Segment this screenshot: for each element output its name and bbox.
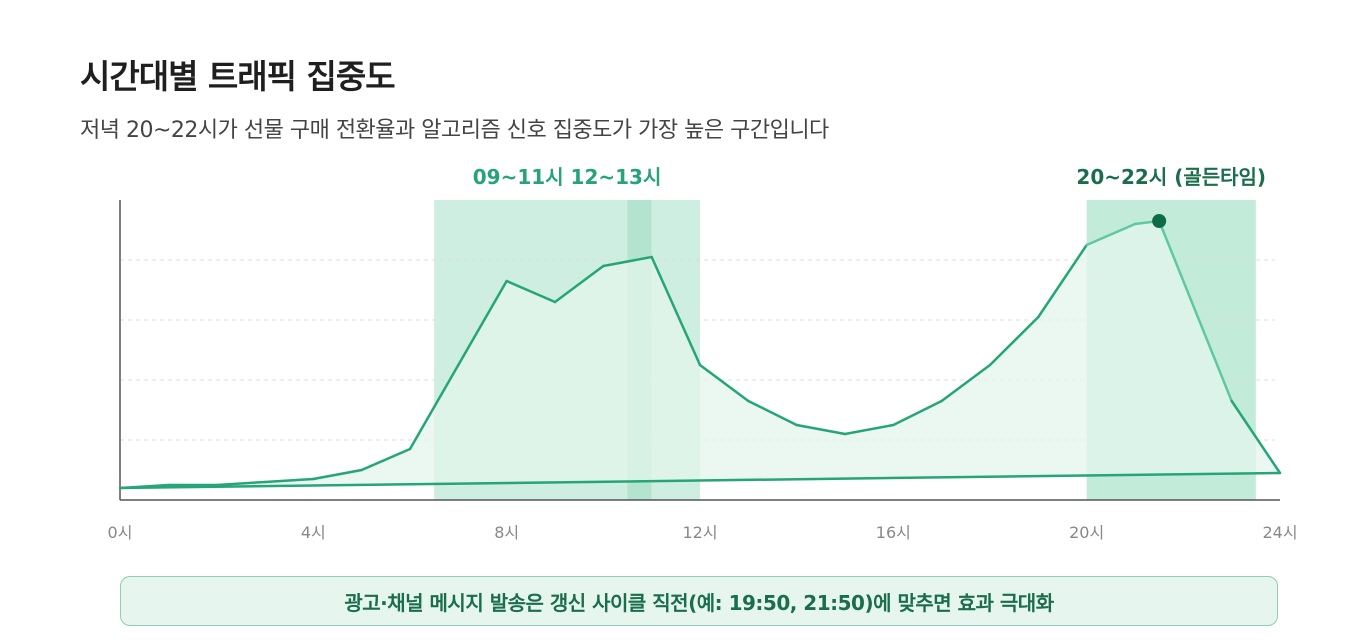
chart-subtitle: 저녁 20~22시가 선물 구매 전환율과 알고리즘 신호 집중도가 가장 높은…	[80, 118, 829, 143]
series-segment-10	[602, 255, 653, 268]
series-segment-20	[1085, 222, 1137, 247]
annotations: 09~11시 12~13시 20~22시 (골든타임)	[473, 165, 1266, 189]
annotation-label-1: 20~22시 (골든타임)	[1076, 165, 1266, 189]
x-tick-label-8: 8시	[494, 523, 519, 542]
x-tick-label-0: 0시	[108, 523, 133, 542]
tip-banner: 광고·채널 메시지 발송은 갱신 사이클 직전(예: 19:50, 21:50)…	[120, 576, 1278, 626]
x-tick-label-12: 12시	[682, 523, 717, 542]
series-segment-15	[843, 423, 895, 436]
series-segment-24	[1230, 399, 1282, 475]
x-tick-label-24: 24시	[1262, 523, 1297, 542]
annotation-label-0: 09~11시 12~13시	[473, 165, 662, 189]
series-segment-12	[698, 363, 750, 403]
x-tick-label-20: 20시	[1069, 523, 1104, 542]
series-segment-19	[1037, 243, 1088, 319]
series-segment-5	[360, 447, 412, 472]
series-segment-14	[795, 423, 847, 436]
area-fill	[120, 221, 1280, 488]
x-tick-label-16: 16시	[876, 523, 911, 542]
series-segment-22	[1157, 219, 1185, 283]
series-segment-2	[215, 480, 267, 487]
series-segment-17	[940, 363, 992, 403]
series-segment-23	[1182, 279, 1233, 403]
area-layer	[120, 221, 1280, 488]
peak-marker	[1152, 214, 1167, 228]
x-tick-label-4: 4시	[301, 523, 326, 542]
series-segment-7	[457, 279, 508, 367]
series-segment-16	[892, 399, 943, 427]
series-segment-13	[747, 399, 798, 427]
markers	[1152, 214, 1167, 228]
series-segment-8	[505, 279, 557, 304]
series-segment-11	[650, 255, 702, 367]
series-segment-6	[408, 363, 460, 451]
series-segment-9	[553, 264, 605, 304]
series-segment-18	[988, 315, 1040, 367]
traffic-area-chart: 0시 4시 8시 12시 16시 20시 24시 09~11시 12~13시 20~22시 (…	[108, 165, 1298, 542]
series-segment-0	[118, 483, 170, 490]
baseline-line	[119, 471, 1281, 490]
line-layer	[118, 219, 1282, 490]
series-segment-4	[312, 468, 363, 481]
chart-title: 시간대별 트래픽 집중도	[80, 57, 396, 96]
tip-text: 광고·채널 메시지 발송은 갱신 사이클 직전(예: 19:50, 21:50)…	[344, 590, 1054, 615]
x-tick-labels: 0시 4시 8시 12시 16시 20시 24시	[108, 523, 1298, 542]
axes	[119, 200, 1280, 501]
series-segment-3	[263, 477, 315, 484]
